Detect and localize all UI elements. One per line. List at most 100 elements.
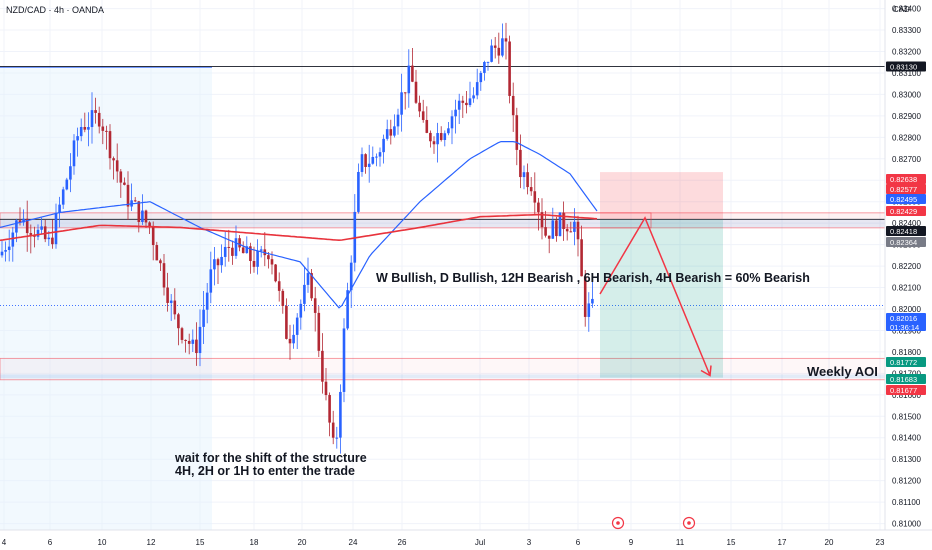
candle	[357, 171, 360, 212]
candle	[97, 112, 101, 127]
candle	[0, 251, 4, 256]
candle	[414, 81, 418, 103]
candle	[285, 305, 288, 339]
price-label-value: 0.82495	[890, 195, 917, 204]
candle	[580, 239, 583, 277]
price-tick-label: 0.83000	[892, 90, 921, 99]
candle	[303, 284, 306, 304]
candle	[11, 232, 15, 247]
currency-label: CAD	[893, 5, 910, 14]
price-tick-label: 0.81000	[892, 520, 921, 529]
price-tick-label: 0.83400	[892, 5, 921, 14]
candle	[385, 129, 389, 139]
chart-grid	[0, 0, 885, 530]
candle	[252, 261, 256, 267]
candle	[173, 300, 177, 315]
candle	[324, 381, 328, 396]
price-label-tag	[886, 357, 926, 367]
candle	[54, 212, 58, 245]
price-label-tag	[886, 206, 926, 216]
drawings	[564, 172, 723, 530]
price-tick-label: 0.82400	[892, 219, 921, 228]
candle	[15, 220, 18, 233]
time-tick-label: 3	[527, 538, 532, 547]
slow-moving-average	[0, 213, 598, 242]
symbol-title: NZD/CAD · 4h · OANDA	[6, 5, 105, 15]
candle	[310, 273, 313, 299]
candle	[375, 156, 378, 158]
candle	[126, 184, 130, 207]
time-tick-label: 12	[147, 538, 156, 547]
candle	[537, 202, 540, 213]
candle	[389, 129, 393, 136]
candle	[457, 100, 461, 110]
candle	[393, 126, 396, 136]
candle	[407, 65, 411, 94]
price-axis: 0.83400 0.83300 0.83200 0.83100 0.83000 0.829…	[884, 0, 926, 530]
candle	[249, 246, 252, 262]
candle	[443, 133, 447, 140]
candle	[511, 95, 515, 116]
candle	[148, 222, 151, 228]
time-tick-label: 15	[727, 538, 736, 547]
candle	[425, 119, 429, 133]
candle	[331, 422, 335, 438]
candle	[180, 328, 184, 340]
candle	[274, 264, 277, 282]
candle	[213, 259, 216, 270]
chart-zones	[0, 66, 886, 530]
candle	[378, 152, 382, 157]
time-tick-label: 18	[250, 538, 259, 547]
candle	[339, 391, 342, 438]
price-tick-label: 0.83300	[892, 26, 921, 35]
candle	[144, 210, 148, 223]
candle	[108, 131, 112, 159]
candle	[177, 314, 180, 329]
fast-moving-average	[0, 141, 598, 309]
candle	[436, 133, 439, 145]
weekly-aoi-inner	[0, 374, 885, 379]
candle	[195, 339, 198, 354]
candle	[396, 114, 400, 127]
candle	[360, 154, 364, 172]
candle	[306, 273, 310, 285]
candle	[123, 182, 126, 185]
candle	[515, 115, 519, 150]
candle	[22, 218, 25, 223]
structure-note-line1: wait for the shift of the structure	[175, 451, 367, 465]
time-tick-label: 11	[676, 538, 685, 547]
price-tick-label: 0.82900	[892, 112, 921, 121]
candle	[101, 126, 105, 131]
price-label-value: 0.82577	[890, 185, 917, 194]
candle	[342, 328, 346, 392]
time-tick-label: 24	[349, 538, 358, 547]
time-tick-label: 26	[398, 538, 407, 547]
candle	[346, 290, 349, 329]
price-tick-label: 0.82000	[892, 305, 921, 314]
price-label-value: 0.83130	[890, 63, 917, 72]
candle	[231, 247, 234, 256]
candle	[504, 38, 508, 42]
candle	[191, 339, 195, 344]
time-tick-label: 6	[576, 538, 581, 547]
candle	[483, 62, 486, 73]
candle	[497, 47, 501, 56]
candle	[486, 61, 490, 63]
candle	[576, 221, 580, 240]
candle	[137, 201, 141, 223]
price-label-tag	[886, 313, 926, 331]
candle	[47, 237, 51, 240]
candle	[159, 260, 162, 264]
candle	[551, 220, 555, 239]
candle	[83, 127, 87, 130]
candle	[418, 102, 421, 112]
candle	[184, 339, 187, 341]
candle	[461, 100, 465, 103]
price-tick-label: 0.81400	[892, 434, 921, 443]
candle	[547, 235, 551, 239]
candle	[36, 229, 40, 237]
candle	[7, 246, 11, 251]
candle	[166, 287, 169, 303]
time-tick-label: 23	[876, 538, 885, 547]
